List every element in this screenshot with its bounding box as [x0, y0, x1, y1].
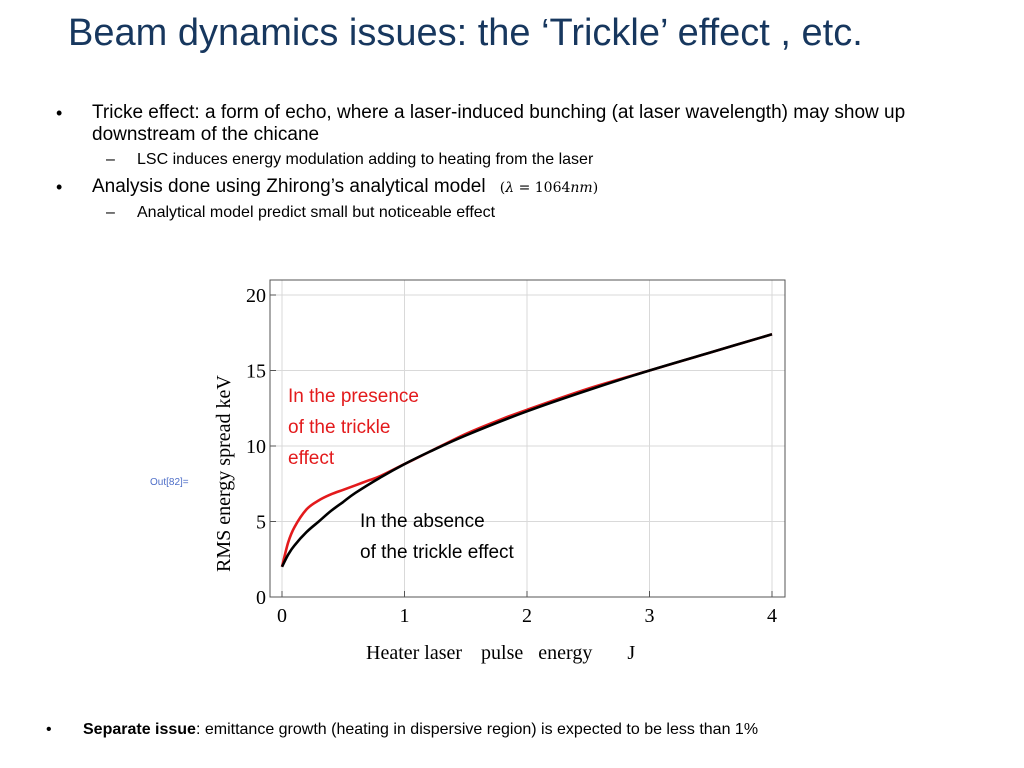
bullet-dot: • — [56, 103, 63, 123]
x-tick-label: 2 — [522, 605, 532, 627]
bullet-list: • Tricke effect: a form of echo, where a… — [56, 102, 986, 229]
annotation-line: of the trickle effect — [360, 542, 515, 563]
bullet-text: Tricke effect: a form of echo, where a l… — [92, 102, 906, 145]
axis-ticks: 0 1 2 3 4 0 5 10 15 20 — [246, 285, 777, 627]
bullet-dot: • — [56, 177, 63, 197]
output-cell-label: Out[82]= — [150, 477, 189, 488]
y-axis-label-unit: keV — [213, 375, 235, 409]
sub-bullet-text: LSC induces energy modulation adding to … — [137, 151, 594, 168]
y-tick-label: 15 — [246, 361, 266, 383]
bottom-bullet: • Separate issue: emittance growth (heati… — [46, 720, 996, 740]
bullet-text: Analysis done using Zhirong’s analytical… — [92, 176, 486, 197]
y-axis-label-main: RMS energy spread — [213, 414, 235, 573]
bottom-bullet-bold: Separate issue — [83, 721, 196, 738]
y-axis-label: RMS energy spread keV — [213, 375, 235, 572]
x-axis-label: Heater laser pulse energy J — [366, 642, 635, 664]
y-tick-label: 20 — [246, 285, 266, 307]
x-axis-label-part: pulse — [481, 642, 523, 664]
bullet-item: • Tricke effect: a form of echo, where a… — [56, 102, 986, 146]
lambda-symbol: λ — [505, 180, 515, 196]
annotation-line: effect — [288, 448, 335, 469]
x-axis-label-part: energy — [538, 642, 592, 664]
sub-bullet-item: – Analytical model predict small but not… — [56, 203, 986, 223]
y-tick-label: 10 — [246, 436, 266, 458]
x-tick-label: 0 — [277, 605, 287, 627]
x-axis-label-part: Heater laser — [366, 642, 462, 664]
paren-close: ) — [592, 180, 599, 196]
annotation-with-trickle: In the presence of the trickle effect — [288, 386, 424, 469]
bottom-bullet-text: : emittance growth (heating in dispersiv… — [195, 721, 759, 738]
sub-bullet-text: Analytical model predict small but notic… — [137, 204, 496, 221]
annotation-line: In the presence — [288, 386, 419, 407]
y-tick-label: 0 — [256, 587, 266, 609]
sub-bullet-dash: – — [106, 151, 115, 168]
series-line-without — [280, 333, 773, 568]
sub-bullet-item: – LSC induces energy modulation adding t… — [56, 150, 986, 170]
slide-title: Beam dynamics issues: the ‘Trickle’ effe… — [68, 12, 863, 54]
y-tick-label: 5 — [256, 512, 266, 534]
annotation-line: of the trickle — [288, 417, 390, 438]
sub-bullet-dash: – — [106, 204, 115, 221]
paren-open: ( — [499, 180, 506, 196]
x-tick-label: 4 — [767, 605, 777, 627]
chart-grid — [270, 280, 785, 598]
x-tick-label: 3 — [645, 605, 655, 627]
series-lines — [280, 333, 773, 568]
x-axis-label-unit: J — [627, 642, 635, 664]
annotation-without-trickle: In the absence of the trickle effect — [360, 511, 515, 563]
wavelength-value: = 1064 — [514, 180, 571, 196]
x-tick-label: 1 — [400, 605, 410, 627]
bullet-item: • Analysis done using Zhirong’s analytic… — [56, 176, 986, 199]
bullet-dot: • — [46, 721, 52, 738]
annotation-line: In the absence — [360, 511, 485, 532]
wavelength-formula: (λ = 1064nm) — [491, 180, 598, 196]
wavelength-unit: nm — [570, 180, 593, 196]
energy-spread-chart: 0 1 2 3 4 0 5 10 15 20 RMS energy spread keV Heat… — [213, 279, 786, 664]
